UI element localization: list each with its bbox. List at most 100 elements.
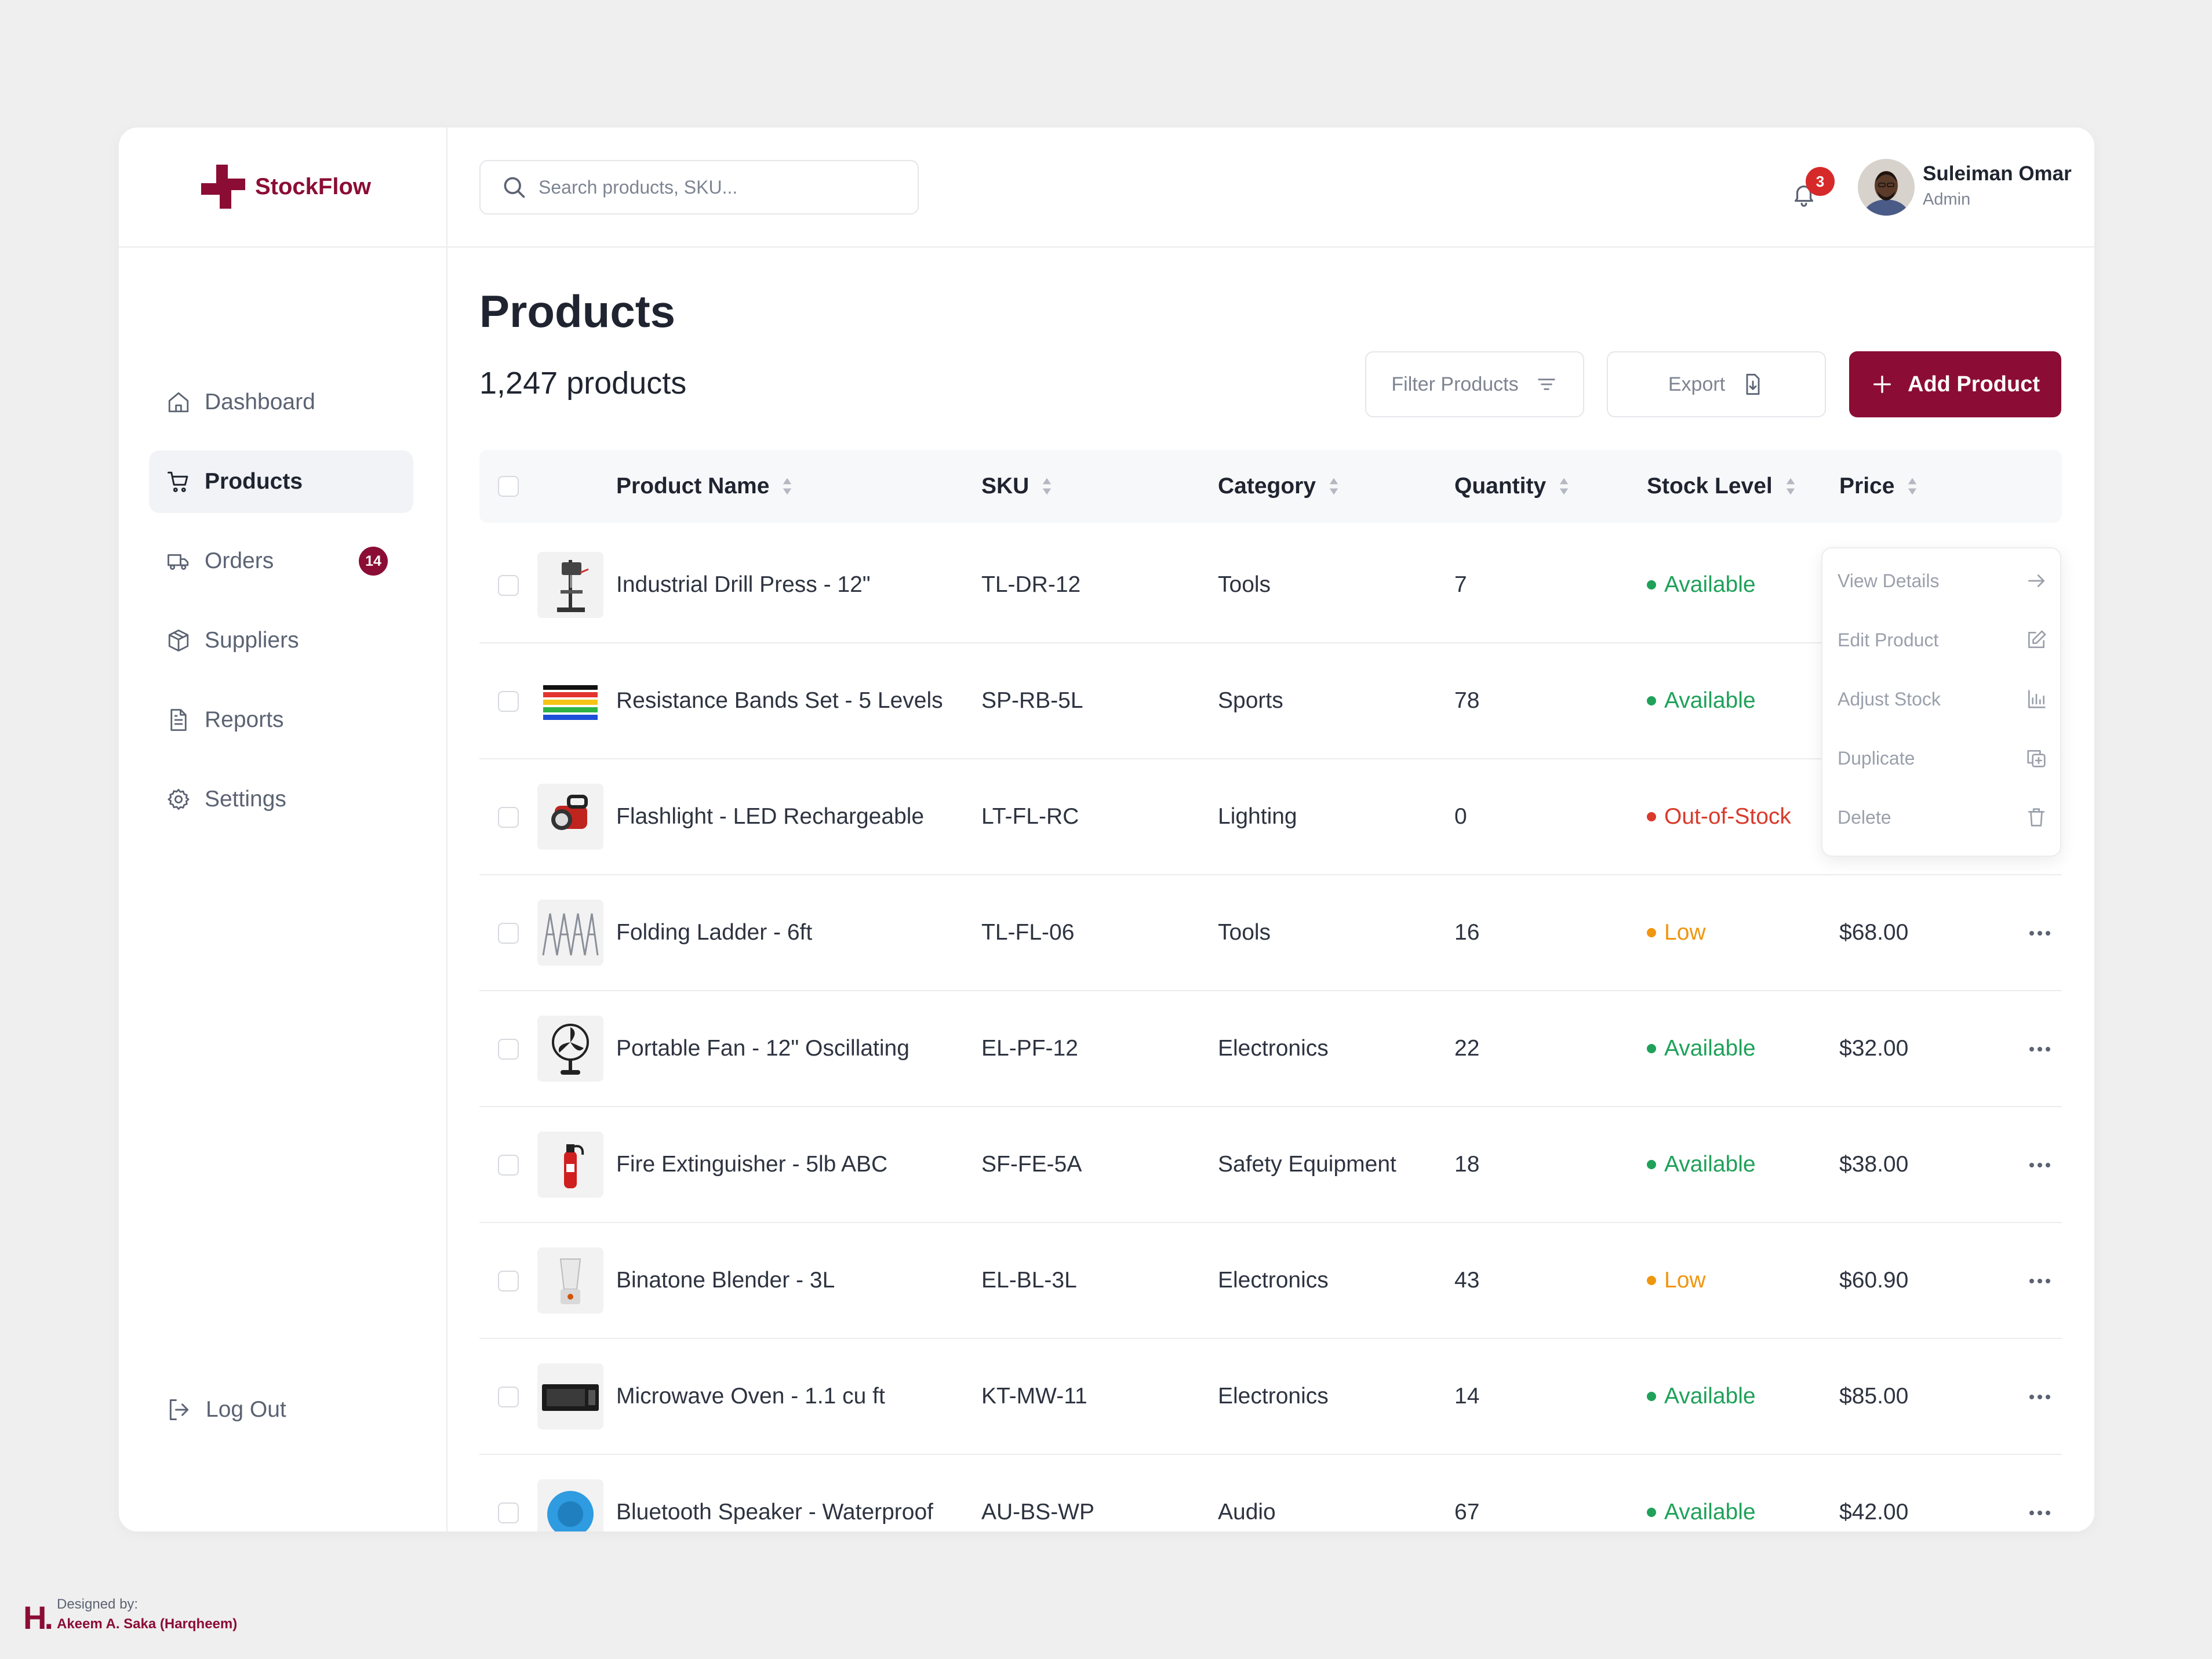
sort-icon bbox=[1043, 478, 1052, 495]
notifications-button[interactable]: 3 bbox=[1787, 167, 1839, 219]
product-thumbnail-flashlight bbox=[537, 784, 603, 850]
product-thumbnail-blender bbox=[537, 1247, 603, 1314]
row-checkbox[interactable] bbox=[498, 1039, 519, 1060]
row-checkbox[interactable] bbox=[498, 1502, 519, 1523]
row-actions-button[interactable] bbox=[2022, 1269, 2057, 1293]
search-box[interactable] bbox=[479, 160, 919, 214]
status-dot bbox=[1647, 1044, 1656, 1053]
menu-item-view-details[interactable]: View Details bbox=[1838, 563, 2047, 598]
designer-logo: H. bbox=[23, 1599, 53, 1636]
product-thumbnail-portable-fan bbox=[537, 1016, 603, 1082]
truck-icon bbox=[166, 549, 191, 573]
filter-label: Filter Products bbox=[1391, 373, 1519, 395]
sidebar-item-dashboard[interactable]: Dashboard bbox=[149, 371, 413, 434]
product-name: Binatone Blender - 3L bbox=[616, 1268, 835, 1293]
home-icon bbox=[166, 390, 191, 414]
row-actions-button[interactable] bbox=[2022, 922, 2057, 945]
product-thumbnail-microwave bbox=[537, 1363, 603, 1429]
status-dot bbox=[1647, 580, 1656, 590]
avatar[interactable] bbox=[1858, 159, 1915, 216]
add-product-label: Add Product bbox=[1908, 372, 2040, 396]
product-category: Electronics bbox=[1218, 1036, 1329, 1061]
stock-status: Low bbox=[1647, 1223, 1706, 1338]
sidebar-item-suppliers[interactable]: Suppliers bbox=[149, 609, 413, 672]
column-header-category[interactable]: Category bbox=[1218, 450, 1340, 523]
table-row[interactable]: Industrial Drill Press - 12" TL-DR-12 To… bbox=[479, 527, 2062, 643]
column-header-sku[interactable]: SKU bbox=[981, 450, 1053, 523]
sort-icon bbox=[1329, 478, 1338, 495]
more-horizontal-icon bbox=[2029, 1395, 2050, 1399]
edit-icon bbox=[2028, 630, 2046, 649]
user-role: Admin bbox=[1923, 190, 1971, 209]
select-all-checkbox[interactable] bbox=[498, 476, 519, 497]
product-sku: LT-FL-RC bbox=[981, 804, 1079, 829]
search-input[interactable] bbox=[537, 176, 887, 199]
table-row[interactable]: Binatone Blender - 3L EL-BL-3L Electroni… bbox=[479, 1223, 2062, 1339]
status-dot bbox=[1647, 928, 1656, 937]
row-actions-button[interactable] bbox=[2022, 1385, 2057, 1409]
row-checkbox[interactable] bbox=[498, 1271, 519, 1291]
menu-item-adjust-stock[interactable]: Adjust Stock bbox=[1838, 682, 2047, 716]
row-checkbox[interactable] bbox=[498, 1155, 519, 1176]
sort-icon bbox=[1786, 478, 1795, 495]
page-title: Products bbox=[479, 286, 676, 337]
row-actions-button[interactable] bbox=[2022, 1501, 2057, 1525]
product-sku: EL-PF-12 bbox=[981, 1036, 1078, 1061]
product-sku: TL-FL-06 bbox=[981, 920, 1075, 945]
product-quantity: 16 bbox=[1454, 920, 1480, 945]
duplicate-icon bbox=[2027, 750, 2046, 767]
column-header-price[interactable]: Price bbox=[1839, 450, 1919, 523]
column-header-product-name[interactable]: Product Name bbox=[616, 450, 794, 523]
sidebar-item-label: Dashboard bbox=[205, 390, 315, 414]
sidebar-item-reports[interactable]: Reports bbox=[149, 689, 413, 751]
row-checkbox[interactable] bbox=[498, 575, 519, 596]
menu-item-delete[interactable]: Delete bbox=[1838, 800, 2047, 835]
sidebar-item-orders[interactable]: Orders 14 bbox=[149, 530, 413, 592]
sidebar-item-label: Settings bbox=[205, 787, 286, 812]
sort-icon bbox=[783, 478, 792, 495]
row-checkbox[interactable] bbox=[498, 807, 519, 828]
table-row[interactable]: Fire Extinguisher - 5lb ABC SF-FE-5A Saf… bbox=[479, 1107, 2062, 1223]
product-price: $38.00 bbox=[1839, 1152, 1909, 1177]
column-header-quantity[interactable]: Quantity bbox=[1454, 450, 1570, 523]
status-dot bbox=[1647, 1160, 1656, 1169]
logout-button[interactable]: Log Out bbox=[166, 1397, 286, 1422]
sidebar: StockFlow Dashboard Products Orders bbox=[119, 128, 448, 1531]
table-row[interactable]: Folding Ladder - 6ft TL-FL-06 Tools 16 L… bbox=[479, 875, 2062, 991]
table-row[interactable]: Resistance Bands Set - 5 Levels SP-RB-5L… bbox=[479, 643, 2062, 759]
menu-item-edit-product[interactable]: Edit Product bbox=[1838, 623, 2047, 657]
row-checkbox[interactable] bbox=[498, 1387, 519, 1407]
product-price: $32.00 bbox=[1839, 1036, 1909, 1061]
product-category: Safety Equipment bbox=[1218, 1152, 1396, 1177]
product-price: $60.90 bbox=[1839, 1268, 1909, 1293]
export-label: Export bbox=[1668, 373, 1726, 395]
table-row[interactable]: Flashlight - LED Rechargeable LT-FL-RC L… bbox=[479, 759, 2062, 875]
sidebar-item-settings[interactable]: Settings bbox=[149, 768, 413, 831]
notification-badge: 3 bbox=[1806, 167, 1835, 196]
product-sku: AU-BS-WP bbox=[981, 1500, 1094, 1525]
table-row[interactable]: Bluetooth Speaker - Waterproof AU-BS-WP … bbox=[479, 1455, 2062, 1531]
sidebar-item-products[interactable]: Products bbox=[149, 450, 413, 513]
table-row[interactable]: Portable Fan - 12" Oscillating EL-PF-12 … bbox=[479, 991, 2062, 1107]
column-header-stock-level[interactable]: Stock Level bbox=[1647, 450, 1797, 523]
row-actions-button[interactable] bbox=[2022, 1038, 2057, 1061]
stock-status: Available bbox=[1647, 991, 1756, 1106]
add-product-button[interactable]: Add Product bbox=[1849, 351, 2061, 417]
product-quantity: 67 bbox=[1454, 1500, 1480, 1525]
product-quantity: 18 bbox=[1454, 1152, 1480, 1177]
menu-item-duplicate[interactable]: Duplicate bbox=[1838, 741, 2047, 776]
box-icon bbox=[166, 628, 191, 653]
product-name: Portable Fan - 12" Oscillating bbox=[616, 1036, 909, 1061]
stock-status: Available bbox=[1647, 1107, 1756, 1222]
product-category: Electronics bbox=[1218, 1384, 1329, 1409]
row-checkbox[interactable] bbox=[498, 923, 519, 944]
product-quantity: 0 bbox=[1454, 804, 1467, 829]
export-button[interactable]: Export bbox=[1607, 351, 1826, 417]
stockflow-logo-icon bbox=[201, 165, 245, 209]
table-row[interactable]: Microwave Oven - 1.1 cu ft KT-MW-11 Elec… bbox=[479, 1339, 2062, 1455]
search-icon bbox=[504, 177, 525, 198]
row-actions-button[interactable] bbox=[2022, 1154, 2057, 1177]
row-checkbox[interactable] bbox=[498, 691, 519, 712]
stock-status: Low bbox=[1647, 875, 1706, 990]
filter-products-button[interactable]: Filter Products bbox=[1365, 351, 1584, 417]
